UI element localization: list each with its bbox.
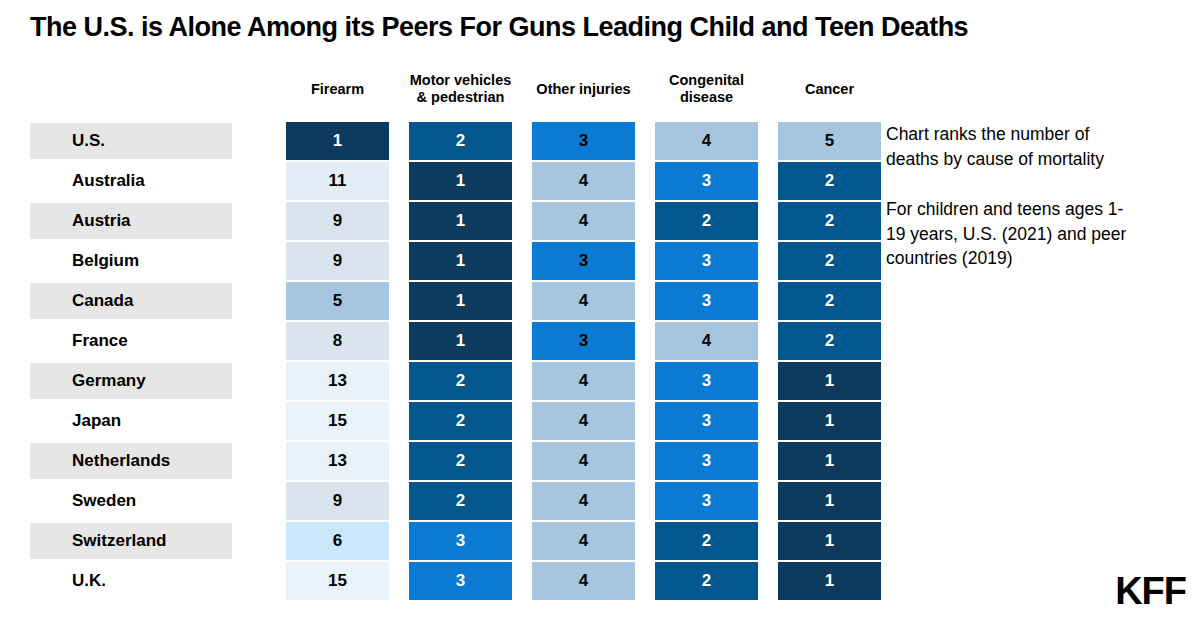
column-header: Cancer <box>778 60 881 118</box>
row-label: France <box>30 323 232 359</box>
heatmap-cell: 2 <box>655 202 758 240</box>
heatmap-cell: 5 <box>778 122 881 160</box>
column-header: Other injuries <box>532 60 635 118</box>
column-header: Firearm <box>286 60 389 118</box>
heatmap-cell: 3 <box>655 242 758 280</box>
heatmap-cell: 15 <box>286 402 389 440</box>
heatmap-cell: 11 <box>286 162 389 200</box>
column-headers: Firearm Motor vehicles & pedestrian Other … <box>30 60 881 118</box>
heatmap-cell: 4 <box>532 522 635 560</box>
heatmap-cell: 8 <box>286 322 389 360</box>
heatmap-cell: 1 <box>409 282 512 320</box>
row-label: Switzerland <box>30 523 232 559</box>
row-label: U.K. <box>30 563 232 599</box>
heatmap-cell: 15 <box>286 562 389 600</box>
heatmap-cell: 4 <box>532 362 635 400</box>
heatmap-cell: 4 <box>655 322 758 360</box>
heatmap-cell: 2 <box>409 402 512 440</box>
row-label: Canada <box>30 283 232 319</box>
heatmap-cell: 1 <box>409 162 512 200</box>
heatmap-cell: 1 <box>778 362 881 400</box>
heatmap-cell: 3 <box>532 322 635 360</box>
page-title: The U.S. is Alone Among its Peers For Gu… <box>30 12 1180 43</box>
heatmap-cell: 3 <box>532 242 635 280</box>
heatmap-cell: 9 <box>286 242 389 280</box>
heatmap-cell: 3 <box>532 122 635 160</box>
heatmap-cell: 3 <box>655 442 758 480</box>
row-label: U.S. <box>30 123 232 159</box>
heatmap-cell: 13 <box>286 442 389 480</box>
heatmap-cell: 1 <box>778 442 881 480</box>
heatmap-cell: 4 <box>532 442 635 480</box>
heatmap-cell: 1 <box>409 322 512 360</box>
row-label: Austria <box>30 203 232 239</box>
heatmap-grid: U.S.12345Australia111432Austria91422Belg… <box>30 122 881 600</box>
row-label: Belgium <box>30 243 232 279</box>
annotation-paragraph-2: For children and teens ages 1-19 years, … <box>886 197 1138 272</box>
heatmap-cell: 2 <box>409 362 512 400</box>
heatmap-cell: 1 <box>778 482 881 520</box>
row-label: Australia <box>30 163 232 199</box>
heatmap-cell: 9 <box>286 202 389 240</box>
heatmap-cell: 2 <box>409 482 512 520</box>
heatmap-cell: 2 <box>778 202 881 240</box>
heatmap-cell: 4 <box>532 202 635 240</box>
heatmap-cell: 4 <box>655 122 758 160</box>
heatmap-cell: 2 <box>778 242 881 280</box>
heatmap-cell: 4 <box>532 162 635 200</box>
heatmap-cell: 1 <box>409 242 512 280</box>
heatmap-cell: 4 <box>532 282 635 320</box>
row-label: Japan <box>30 403 232 439</box>
heatmap-cell: 3 <box>655 282 758 320</box>
heatmap-cell: 3 <box>409 522 512 560</box>
heatmap-cell: 4 <box>532 482 635 520</box>
heatmap-cell: 4 <box>532 402 635 440</box>
column-header: Motor vehicles & pedestrian <box>409 60 512 118</box>
heatmap-cell: 3 <box>655 362 758 400</box>
annotation-paragraph-1: Chart ranks the number of deaths by caus… <box>886 122 1138 172</box>
heatmap-cell: 2 <box>778 162 881 200</box>
heatmap-cell: 1 <box>286 122 389 160</box>
heatmap-cell: 4 <box>532 562 635 600</box>
chart-page: The U.S. is Alone Among its Peers For Gu… <box>0 0 1200 629</box>
row-label: Germany <box>30 363 232 399</box>
column-header: Congenital disease <box>655 60 758 118</box>
heatmap-cell: 5 <box>286 282 389 320</box>
heatmap-cell: 13 <box>286 362 389 400</box>
row-label: Netherlands <box>30 443 232 479</box>
heatmap-cell: 3 <box>655 402 758 440</box>
row-label: Sweden <box>30 483 232 519</box>
heatmap-cell: 2 <box>778 282 881 320</box>
kff-logo: KFF <box>1115 570 1186 613</box>
heatmap-cell: 1 <box>778 522 881 560</box>
heatmap-cell: 9 <box>286 482 389 520</box>
heatmap-cell: 2 <box>655 562 758 600</box>
heatmap-cell: 3 <box>655 482 758 520</box>
heatmap-cell: 1 <box>409 202 512 240</box>
heatmap-cell: 2 <box>409 122 512 160</box>
heatmap-cell: 2 <box>409 442 512 480</box>
heatmap-cell: 6 <box>286 522 389 560</box>
heatmap-cell: 2 <box>778 322 881 360</box>
heatmap-cell: 1 <box>778 402 881 440</box>
heatmap-cell: 1 <box>778 562 881 600</box>
header-spacer <box>30 60 266 118</box>
heatmap-cell: 3 <box>655 162 758 200</box>
heatmap-cell: 3 <box>409 562 512 600</box>
annotation-text: Chart ranks the number of deaths by caus… <box>886 122 1138 296</box>
heatmap-cell: 2 <box>655 522 758 560</box>
